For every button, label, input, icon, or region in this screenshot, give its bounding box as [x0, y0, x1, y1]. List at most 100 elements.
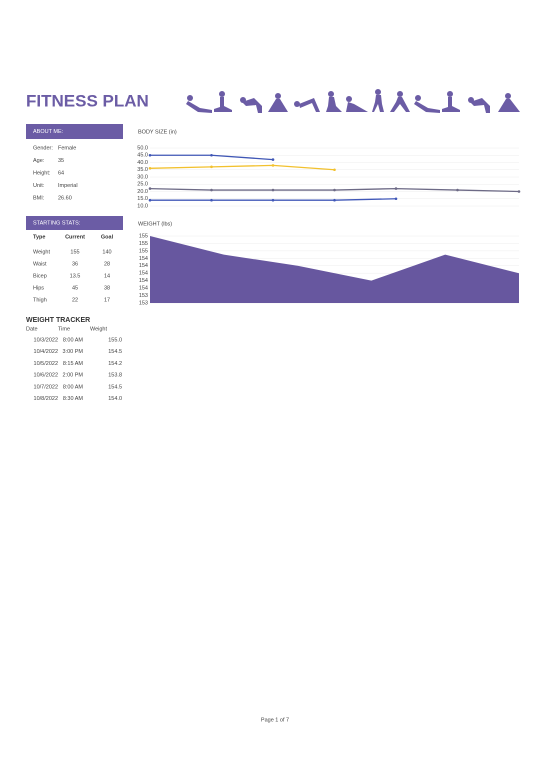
series-point: [210, 188, 213, 192]
series-point: [271, 164, 275, 167]
y-tick-label: 50.0: [137, 145, 148, 151]
series-point: [210, 153, 213, 157]
tracker-cell: 10/5/2022: [34, 361, 58, 367]
about-header-bar: [26, 124, 123, 139]
y-tick-label: 154: [139, 271, 148, 277]
tracker-cell: 154.5: [108, 384, 122, 390]
tracker-title: WEIGHT TRACKER: [26, 317, 90, 324]
series-point: [148, 167, 152, 170]
tracker-cell: 154.0: [108, 396, 122, 402]
tracker-cell: 8:00 AM: [63, 337, 84, 343]
y-tick-label: 30.0: [137, 174, 148, 180]
stats-cell: 38: [104, 285, 110, 291]
about-label: BMI:: [33, 195, 45, 201]
stats-cell: 36: [72, 261, 78, 267]
y-tick-label: 154: [139, 286, 148, 292]
series-point: [148, 198, 152, 202]
about-value: 35: [58, 158, 64, 164]
tracker-cell: 154.2: [108, 361, 122, 367]
silhouettes: [186, 89, 520, 113]
about-title: ABOUT ME:: [33, 129, 64, 135]
y-tick-label: 155: [139, 233, 148, 239]
y-tick-label: 40.0: [137, 160, 148, 166]
tracker-col-header: Time: [58, 326, 70, 332]
tracker-col-header: Date: [26, 326, 38, 332]
stats-title: STARTING STATS:: [33, 220, 81, 226]
tracker-cell: 10/6/2022: [34, 373, 58, 379]
tracker-cell: 10/7/2022: [34, 384, 58, 390]
about-label: Unit:: [33, 183, 45, 189]
series-point: [333, 168, 336, 172]
y-tick-label: 155: [139, 241, 148, 247]
tracker-cell: 10/4/2022: [34, 349, 58, 355]
series-point: [271, 158, 275, 161]
y-tick-label: 35.0: [137, 167, 148, 173]
stats-col-header: Goal: [101, 234, 114, 240]
series-point: [517, 190, 521, 193]
series-point: [271, 188, 275, 192]
tracker-cell: 3:00 PM: [63, 349, 84, 355]
series-point: [333, 188, 336, 192]
tracker-cell: 2:00 PM: [63, 373, 84, 379]
tracker-cell: 8:15 AM: [63, 361, 84, 367]
tracker-cell: 153.8: [108, 373, 122, 379]
about-label: Age:: [33, 158, 45, 164]
stats-cell: Weight: [33, 249, 50, 255]
stats-col-header: Type: [33, 234, 45, 240]
about-value: 26.60: [58, 195, 72, 201]
about-label: Gender:: [33, 145, 53, 151]
y-tick-label: 25.0: [137, 182, 148, 188]
stats-header-bar: [26, 216, 123, 230]
chart-title: WEIGHT (lbs): [138, 221, 172, 227]
y-tick-label: 45.0: [137, 153, 148, 159]
stats-cell: Hips: [33, 285, 44, 291]
y-tick-label: 154: [139, 263, 148, 269]
stats-cell: 45: [72, 285, 78, 291]
stats-cell: 28: [104, 261, 110, 267]
tracker-cell: 8:00 AM: [63, 384, 84, 390]
stats-col-header: Current: [65, 234, 85, 240]
stats-cell: 17: [104, 297, 110, 303]
y-tick-label: 153: [139, 293, 148, 299]
tracker-cell: 10/3/2022: [34, 337, 58, 343]
tracker-col-header: Weight: [90, 326, 107, 332]
about-label: Height:: [33, 170, 51, 176]
tracker-cell: 154.5: [108, 349, 122, 355]
series-point: [333, 198, 336, 202]
page-title: FITNESS PLAN: [26, 91, 149, 110]
stats-cell: Waist: [33, 261, 47, 267]
y-tick-label: 15.0: [137, 196, 148, 202]
series-point: [210, 165, 213, 169]
stats-cell: 13.5: [70, 273, 81, 279]
series-point: [148, 187, 152, 190]
tracker-cell: 10/8/2022: [34, 396, 58, 402]
page-footer: Page 1 of 7: [261, 717, 289, 723]
about-value: Imperial: [58, 183, 78, 189]
y-tick-label: 154: [139, 256, 148, 262]
series-point: [210, 198, 213, 202]
stats-cell: Bicep: [33, 273, 47, 279]
chart-title: BODY SIZE (in): [138, 129, 177, 135]
series-point: [456, 188, 459, 192]
stats-cell: Thigh: [33, 297, 47, 303]
stats-cell: 140: [102, 249, 111, 255]
series-line: [149, 164, 335, 171]
y-tick-label: 20.0: [137, 189, 148, 195]
stats-cell: 155: [70, 249, 79, 255]
about-value: 64: [58, 170, 64, 176]
tracker-cell: 8:30 AM: [63, 396, 84, 402]
stats-cell: 14: [104, 273, 110, 279]
tracker-cell: 155.0: [108, 337, 122, 343]
y-tick-label: 154: [139, 278, 148, 284]
series-point: [394, 187, 398, 190]
series-point: [394, 197, 398, 201]
series-point: [148, 153, 152, 157]
weight-area: [150, 236, 519, 303]
y-tick-label: 155: [139, 248, 148, 254]
series-point: [271, 198, 275, 202]
y-tick-label: 10.0: [137, 203, 148, 209]
about-value: Female: [58, 145, 76, 151]
y-tick-label: 153: [139, 300, 148, 306]
stats-cell: 22: [72, 297, 78, 303]
